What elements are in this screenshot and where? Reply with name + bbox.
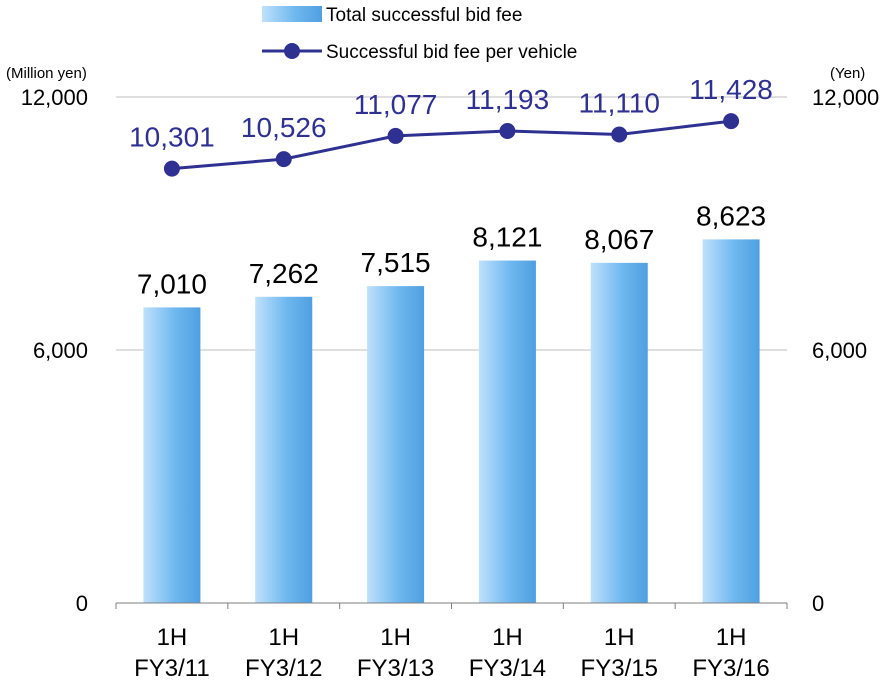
bar-data-label: 7,010 [137,268,207,299]
bar [702,239,760,603]
y2-axis-tick-label: 6,000 [812,338,867,363]
x-axis-category-label: 1H FY3/14 [469,624,546,682]
legend-line-marker [284,43,300,59]
y-axis-tick-label: 0 [76,591,88,616]
legend: Total successful bid fee Successful bid … [262,5,577,63]
gridlines [116,96,787,351]
x-axis-category-label: 1H FY3/12 [245,624,322,682]
y2-axis-tick-label: 12,000 [812,85,879,110]
line-point [275,151,292,168]
line-path [171,119,732,171]
line-point [611,126,628,143]
tick-labels: 0 0 6,000 6,000 12,000 12,000 [21,85,880,616]
line-point [499,123,516,140]
x-axis-category-label: 1H FY3/11 [134,624,210,682]
x-axis-category-label: 1H FY3/15 [581,624,658,682]
legend-bar-swatch [262,6,322,22]
category-labels: 1H FY3/11 1H FY3/12 1H FY3/13 1H FY3/14 1H FY3/15… [134,624,770,682]
y-axis-tick-label: 12,000 [21,85,88,110]
y2-axis-unit-label: (Yen) [830,65,865,82]
line-data-label: 11,077 [354,89,438,120]
legend-bar-label: Total successful bid fee [326,5,522,26]
bar-labels: 7,010 7,262 7,515 8,121 8,067 8,623 [137,200,766,299]
bar-data-label: 7,515 [361,247,431,278]
line-labels: 10,301 10,526 11,077 11,193 11,110 11,428 [129,74,773,153]
x-axis-category-label: 1H FY3/16 [692,624,769,682]
axes [115,602,788,609]
bar [478,260,536,603]
line-data-label: 10,301 [129,122,215,153]
y-axis-unit-label: (Million yen) [6,65,87,82]
bar-data-label: 8,121 [472,222,542,253]
bar [367,286,425,603]
y-axis-tick-label: 6,000 [33,338,88,363]
line-point [163,160,180,177]
bar-data-label: 8,067 [584,224,654,255]
bar-data-label: 8,623 [696,200,766,231]
x-axis-category-label: 1H FY3/13 [357,624,434,682]
line-point [723,113,740,130]
bar-data-label: 7,262 [249,258,319,289]
line-data-label: 11,193 [466,84,550,115]
line-data-label: 10,526 [241,112,327,143]
bar [255,296,313,603]
line-data-label: 11,110 [579,88,660,119]
legend-line-label: Successful bid fee per vehicle [326,42,577,63]
line-data-label: 11,428 [689,74,773,105]
bar [143,307,201,603]
bar [590,262,648,603]
line-series [163,113,740,177]
y2-axis-tick-label: 0 [812,591,824,616]
bar-series [143,239,760,603]
line-point [387,127,404,144]
